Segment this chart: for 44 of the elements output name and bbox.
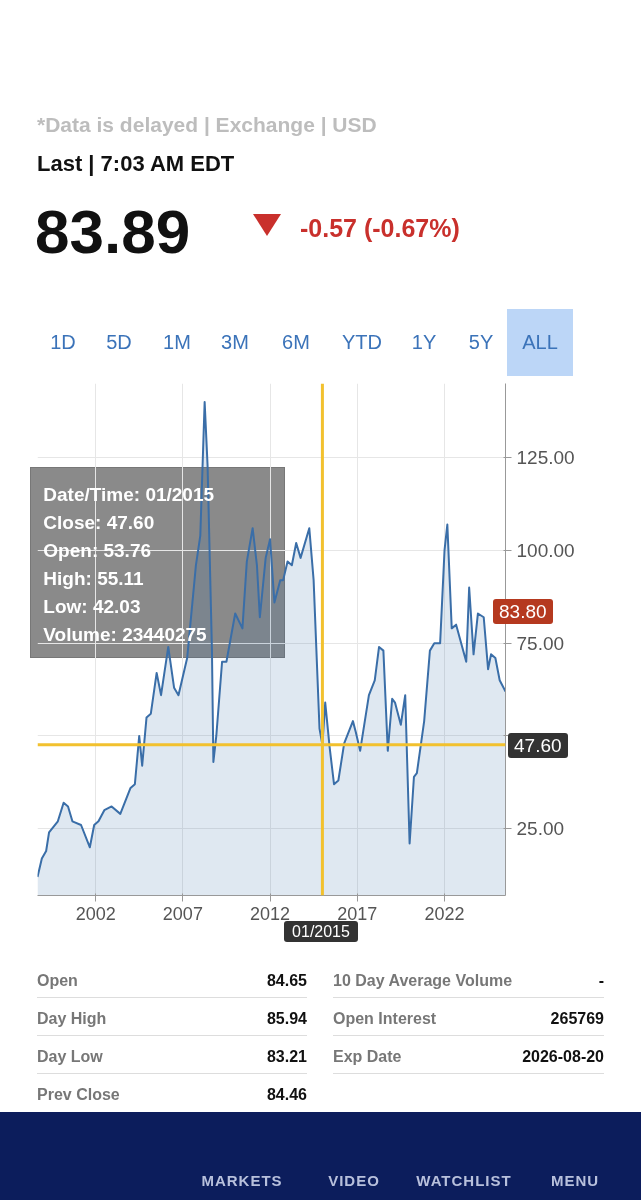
- text: 83.89: [35, 196, 191, 268]
- ref-line-label: 01/2015: [292, 923, 350, 940]
- text: Exp Date: [333, 1047, 402, 1067]
- text: 1D: [49, 330, 77, 355]
- text: Prev Close: [37, 1085, 120, 1105]
- x-tick-label: 2007: [162, 903, 203, 924]
- y-tick-label: 75.00: [516, 632, 565, 654]
- ref-line-label: 47.60: [508, 733, 568, 758]
- text: 1Y: [410, 330, 438, 355]
- text: -0.57 (-0.67%): [300, 213, 460, 244]
- text: 265769: [549, 1009, 604, 1029]
- text: MENU: [549, 1171, 601, 1191]
- text: 85.94: [265, 1009, 307, 1029]
- annotation: High: 55.11: [43, 567, 145, 589]
- text: YTD: [341, 330, 383, 355]
- x-tick-label: 2022: [424, 903, 465, 924]
- text: 83.21: [265, 1047, 307, 1067]
- text: MARKETS: [200, 1171, 284, 1191]
- x-tick-label: 2012: [250, 903, 291, 924]
- text: -: [598, 972, 604, 989]
- text: 5D: [105, 330, 133, 355]
- text: 84.65: [265, 971, 307, 991]
- x-tick-label: 2017: [337, 903, 378, 924]
- text: 84.46: [265, 1085, 307, 1105]
- text: 3M: [220, 330, 250, 355]
- text: Last | 7:03 AM EDT: [37, 150, 235, 178]
- text: Day High: [37, 1009, 107, 1029]
- text: WATCHLIST: [415, 1171, 513, 1191]
- text: 2026-08-20: [521, 1047, 604, 1067]
- text: *Data is delayed | Exchange | USD: [37, 112, 377, 138]
- y-tick-label: 125.00: [516, 447, 575, 469]
- text: VIDEO: [327, 1171, 381, 1191]
- text: 6M: [281, 330, 311, 355]
- y-tick-label: 25.00: [516, 818, 565, 840]
- text: 1M: [162, 330, 192, 355]
- text: Open: [37, 971, 78, 991]
- y-tick-label: 100.00: [516, 539, 575, 561]
- text: 10 Day Average Volume: [333, 971, 513, 991]
- text: ALL: [507, 309, 573, 376]
- text: Open Interest: [333, 1009, 437, 1029]
- text: Day Low: [37, 1047, 103, 1067]
- text: 5Y: [467, 330, 495, 355]
- x-tick-label: 2002: [75, 903, 116, 924]
- annotation: 83.80: [493, 599, 553, 624]
